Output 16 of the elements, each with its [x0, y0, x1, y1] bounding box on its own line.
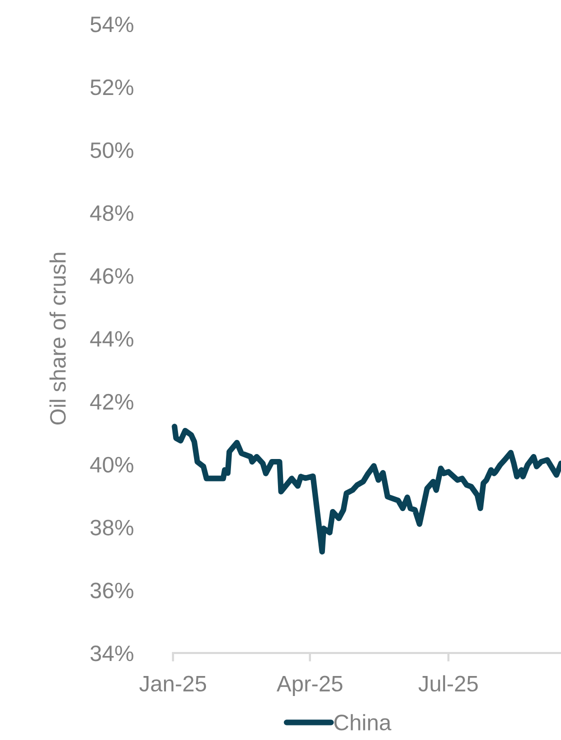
y-tick-label: 52% — [90, 79, 134, 96]
y-tick-label: 36% — [90, 582, 134, 598]
y-tick-label: 50% — [90, 142, 134, 158]
y-tick-label: 44% — [90, 331, 134, 347]
y-tick-label: 42% — [90, 394, 134, 410]
x-tick-label: Jul-25 — [418, 675, 478, 692]
x-tick-label: Apr-25 — [276, 676, 342, 696]
y-axis-title: Oil share of crush — [49, 252, 66, 425]
legend-label: China — [334, 714, 392, 730]
y-tick-label: 46% — [90, 268, 134, 284]
y-tick-label: 38% — [90, 520, 134, 536]
y-tick-label: 48% — [90, 205, 134, 221]
x-tick-label: Jan-25 — [139, 676, 206, 692]
y-tick-label: 40% — [90, 456, 134, 473]
y-tick-label: 54% — [90, 16, 134, 32]
y-tick-label: 34% — [90, 646, 134, 662]
